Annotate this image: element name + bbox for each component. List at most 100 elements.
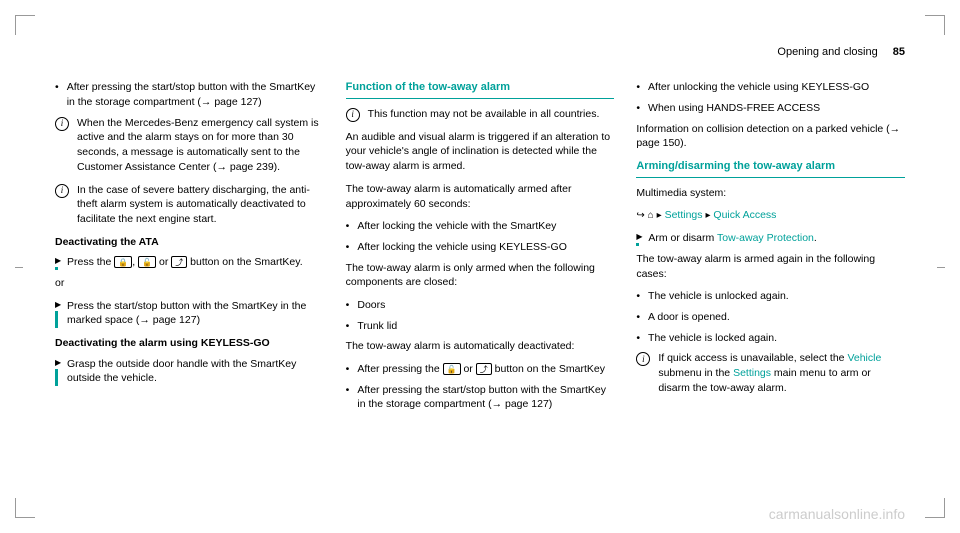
subheading: Deactivating the ATA	[55, 235, 324, 250]
nav-item: Quick Access	[713, 209, 776, 221]
list-item: • Trunk lid	[346, 319, 615, 334]
bullet-marker: •	[346, 240, 350, 255]
list-text: Trunk lid	[357, 319, 614, 334]
chevron-icon: ▸	[705, 209, 710, 223]
crop-mark	[937, 267, 945, 287]
bullet-marker: •	[636, 289, 640, 304]
action-marker-icon	[636, 231, 640, 246]
action-step: Grasp the outside door handle with the S…	[55, 357, 324, 386]
action-marker-icon	[55, 299, 59, 328]
crop-mark	[15, 498, 35, 518]
text-fragment: If quick access is unavailable, select t…	[658, 352, 847, 364]
page-content: Opening and closing 85 • After pressing …	[0, 0, 960, 533]
menu-option: Vehicle	[847, 352, 881, 364]
nav-item: Settings	[665, 209, 703, 221]
bullet-marker: •	[346, 383, 350, 412]
menu-option: Settings	[733, 367, 771, 379]
text-fragment: Press the	[67, 256, 114, 268]
paragraph: Information on collision detection on a …	[636, 122, 905, 151]
trunk-key-icon: ⤴	[171, 256, 187, 268]
bullet-marker: •	[346, 319, 350, 334]
action-step: Press the 🔒, 🔓 or ⤴ button on the SmartK…	[55, 255, 324, 270]
action-step: Arm or disarm Tow-away Protection.	[636, 231, 905, 246]
subheading: Deactivating the alarm using KEYLESS-GO	[55, 336, 324, 351]
info-note: i In the case of severe battery discharg…	[55, 183, 324, 227]
bullet-marker: •	[636, 80, 640, 95]
info-note: i When the Mercedes-Benz emergency call …	[55, 116, 324, 175]
info-icon: i	[346, 108, 360, 122]
section-heading: Arming/disarming the tow-away alarm	[636, 159, 905, 177]
bullet-marker: •	[346, 362, 350, 377]
menu-option: Tow-away Protection	[717, 232, 814, 244]
text-fragment: button on the SmartKey	[492, 363, 605, 375]
list-text: After pressing the 🔓 or ⤴ button on the …	[357, 362, 614, 377]
watermark: carmanualsonline.info	[769, 505, 905, 525]
list-item: • When using HANDS-FREE ACCESS	[636, 101, 905, 116]
content-columns: • After pressing the start/stop button w…	[55, 80, 905, 418]
action-marker-icon	[55, 357, 59, 386]
list-item: • The vehicle is locked again.	[636, 331, 905, 346]
nav-arrow-icon: ↪	[636, 209, 644, 223]
list-item: • After unlocking the vehicle using KEYL…	[636, 80, 905, 95]
list-text: After locking the vehicle with the Smart…	[357, 219, 614, 234]
action-text: Press the start/stop button with the Sma…	[67, 299, 324, 328]
info-text: In the case of severe battery dischargin…	[77, 183, 324, 227]
paragraph: Multimedia system:	[636, 186, 905, 201]
list-text: After pressing the start/stop button wit…	[67, 80, 324, 109]
crop-mark	[15, 15, 35, 35]
text-fragment: After pressing the	[357, 363, 442, 375]
column-2: Function of the tow-away alarm i This fu…	[346, 80, 615, 418]
info-text: When the Mercedes-Benz emergency call sy…	[77, 116, 324, 175]
list-item: • After locking the vehicle using KEYLES…	[346, 240, 615, 255]
list-text: Doors	[357, 298, 614, 313]
trunk-key-icon: ⤴	[476, 363, 492, 375]
list-item: • A door is opened.	[636, 310, 905, 325]
crop-mark	[925, 498, 945, 518]
header-section-title: Opening and closing	[777, 46, 877, 58]
info-note: i This function may not be available in …	[346, 107, 615, 122]
info-icon: i	[55, 117, 69, 131]
info-icon: i	[55, 184, 69, 198]
list-text: When using HANDS-FREE ACCESS	[648, 101, 905, 116]
bullet-marker: •	[346, 219, 350, 234]
section-heading: Function of the tow-away alarm	[346, 80, 615, 98]
info-icon: i	[636, 352, 650, 366]
list-text: The vehicle is locked again.	[648, 331, 905, 346]
bullet-marker: •	[636, 310, 640, 325]
lock-key-icon: 🔒	[114, 256, 132, 268]
list-text: After unlocking the vehicle using KEYLES…	[648, 80, 905, 95]
text-fragment: submenu in the	[658, 367, 733, 379]
list-text: After pressing the start/stop button wit…	[357, 383, 614, 412]
unlock-key-icon: 🔓	[443, 363, 461, 375]
column-3: • After unlocking the vehicle using KEYL…	[636, 80, 905, 418]
nav-path: ↪ ⌂ ▸ Settings ▸ Quick Access	[636, 208, 905, 223]
list-item: • The vehicle is unlocked again.	[636, 289, 905, 304]
list-item: • After locking the vehicle with the Sma…	[346, 219, 615, 234]
unlock-key-icon: 🔓	[138, 256, 156, 268]
home-icon: ⌂	[648, 209, 654, 223]
info-text: If quick access is unavailable, select t…	[658, 351, 905, 395]
action-text: Press the 🔒, 🔓 or ⤴ button on the SmartK…	[67, 255, 324, 270]
list-text: A door is opened.	[648, 310, 905, 325]
info-note: i If quick access is unavailable, select…	[636, 351, 905, 395]
list-text: After locking the vehicle using KEYLESS-…	[357, 240, 614, 255]
paragraph: The tow-away alarm is only armed when th…	[346, 261, 615, 290]
or-separator: or	[55, 276, 324, 291]
action-text: Grasp the outside door handle with the S…	[67, 357, 324, 386]
action-step: Press the start/stop button with the Sma…	[55, 299, 324, 328]
text-fragment: button on the SmartKey.	[187, 256, 302, 268]
paragraph: The tow-away alarm is automatically arme…	[346, 182, 615, 211]
paragraph: The tow-away alarm is automatically deac…	[346, 339, 615, 354]
column-1: • After pressing the start/stop button w…	[55, 80, 324, 418]
crop-mark	[925, 15, 945, 35]
action-marker-icon	[55, 255, 59, 270]
text-fragment: Arm or disarm	[648, 232, 717, 244]
info-text: This function may not be available in al…	[368, 107, 615, 122]
page-number: 85	[893, 46, 905, 58]
list-item: • After pressing the start/stop button w…	[346, 383, 615, 412]
crop-mark	[15, 267, 23, 287]
list-text: The vehicle is unlocked again.	[648, 289, 905, 304]
list-item: • After pressing the start/stop button w…	[55, 80, 324, 109]
action-text: Arm or disarm Tow-away Protection.	[648, 231, 905, 246]
page-header: Opening and closing 85	[55, 45, 905, 60]
